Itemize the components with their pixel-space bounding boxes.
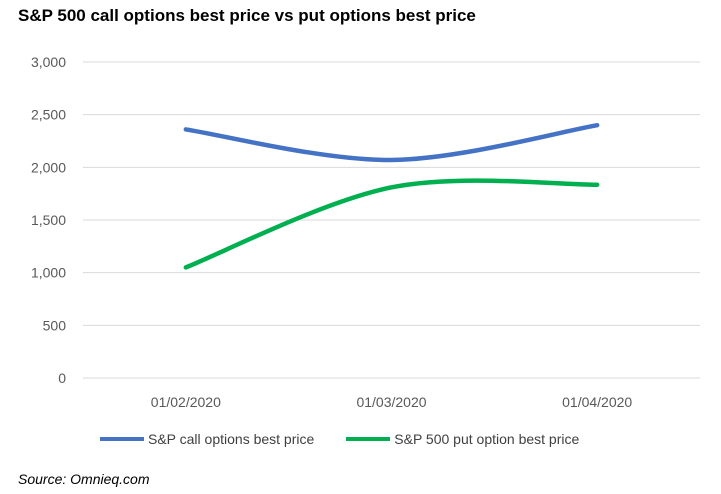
x-tick-label: 01/02/2020 [151,394,221,410]
y-tick-label: 1,500 [31,212,66,228]
y-tick-label: 2,500 [31,107,66,123]
y-tick-label: 3,000 [31,54,66,70]
x-axis-tick-labels: 01/02/2020 01/03/2020 01/04/2020 [151,394,633,410]
legend: S&P call options best price S&P 500 put … [100,431,611,447]
y-axis-tick-labels: 0 500 1,000 1,500 2,000 2,500 3,000 [31,54,66,386]
legend-item-put: S&P 500 put option best price [346,431,579,447]
series-line-put [183,178,600,270]
y-tick-label: 500 [43,317,67,333]
series-line-call [183,122,600,163]
legend-label-call: S&P call options best price [148,431,315,447]
legend-label-put: S&P 500 put option best price [394,431,580,447]
legend-swatch-call [100,437,144,441]
x-tick-label: 01/04/2020 [562,394,632,410]
y-tick-label: 2,000 [31,159,66,175]
legend-item-call: S&P call options best price [100,431,314,447]
x-tick-label: 01/03/2020 [356,394,426,410]
y-tick-label: 1,000 [31,265,66,281]
y-tick-label: 0 [58,370,66,386]
series-lines [183,122,600,270]
gridlines [83,61,700,379]
source-note: Source: Omnieq.com [18,471,150,487]
chart-title: S&P 500 call options best price vs put o… [18,6,476,25]
legend-swatch-put [346,437,391,441]
